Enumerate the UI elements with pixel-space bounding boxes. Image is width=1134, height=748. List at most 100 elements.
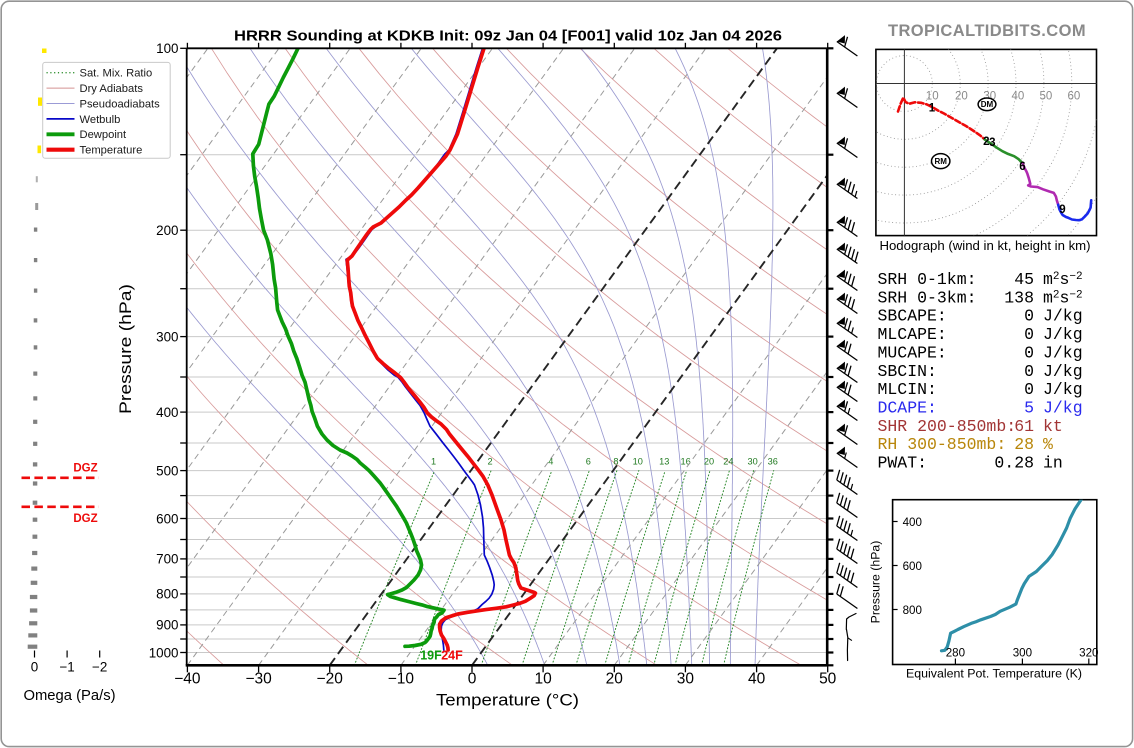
svg-text:MUCAPE:: MUCAPE:: [878, 343, 947, 362]
svg-text:−2: −2: [92, 660, 107, 675]
svg-text:Sat. Mix. Ratio: Sat. Mix. Ratio: [80, 68, 153, 80]
svg-text:800: 800: [903, 604, 922, 617]
svg-text:0: 0: [468, 671, 477, 688]
svg-text:RH 300-850mb:: RH 300-850mb:: [878, 435, 1007, 454]
svg-text:300: 300: [1013, 647, 1032, 660]
svg-text:100: 100: [156, 41, 178, 56]
svg-text:800: 800: [156, 587, 178, 602]
svg-text:RM: RM: [934, 157, 947, 166]
svg-text:28: 28: [1014, 435, 1034, 454]
svg-text:8: 8: [613, 457, 618, 467]
svg-text:13: 13: [659, 457, 669, 467]
svg-text:HRRR Sounding at KDKB Init: 09: HRRR Sounding at KDKB Init: 09z Jan 04 […: [234, 28, 782, 44]
svg-text:in: in: [1043, 454, 1063, 473]
svg-text:6: 6: [586, 457, 591, 467]
svg-text:0: 0: [1024, 380, 1034, 399]
svg-text:36: 36: [768, 457, 778, 467]
svg-text:20: 20: [704, 457, 714, 467]
svg-text:SHR 200-850mb:: SHR 200-850mb:: [878, 417, 1017, 436]
svg-text:400: 400: [156, 405, 178, 420]
svg-text:61: 61: [1014, 417, 1034, 436]
svg-text:Pressure (hPa): Pressure (hPa): [869, 541, 883, 624]
svg-text:280: 280: [946, 647, 965, 660]
svg-text:J/kg: J/kg: [1043, 307, 1083, 326]
svg-text:Pressure (hPa): Pressure (hPa): [116, 284, 135, 414]
svg-text:900: 900: [156, 618, 178, 633]
svg-text:700: 700: [156, 552, 178, 567]
svg-text:3: 3: [989, 137, 995, 149]
svg-text:Wetbulb: Wetbulb: [80, 114, 121, 126]
svg-text:MLCIN:: MLCIN:: [878, 380, 937, 399]
svg-text:4: 4: [548, 457, 553, 467]
svg-text:0: 0: [1024, 325, 1034, 344]
svg-text:J/kg: J/kg: [1043, 399, 1083, 418]
svg-text:16: 16: [680, 457, 690, 467]
svg-text:5: 5: [1024, 399, 1034, 418]
svg-text:Pseudoadiabats: Pseudoadiabats: [80, 98, 161, 110]
svg-text:20: 20: [606, 671, 624, 688]
svg-text:0.28: 0.28: [994, 454, 1034, 473]
svg-text:138: 138: [1004, 288, 1034, 307]
svg-text:J/kg: J/kg: [1043, 380, 1083, 399]
svg-text:500: 500: [156, 463, 178, 478]
svg-text:SBCAPE:: SBCAPE:: [878, 307, 947, 326]
svg-text:2: 2: [983, 136, 989, 148]
svg-text:24F: 24F: [441, 649, 463, 663]
svg-text:MLCAPE:: MLCAPE:: [878, 325, 947, 344]
svg-text:0: 0: [1024, 307, 1034, 326]
svg-text:0: 0: [1024, 362, 1034, 381]
svg-text:Hodograph (wind in kt, height: Hodograph (wind in kt, height in km): [879, 238, 1090, 253]
svg-text:10: 10: [633, 457, 643, 467]
svg-text:J/kg: J/kg: [1043, 343, 1083, 362]
svg-text:600: 600: [903, 560, 922, 573]
svg-text:0: 0: [1024, 343, 1034, 362]
svg-text:Temperature (°C): Temperature (°C): [436, 691, 579, 710]
svg-text:30: 30: [677, 671, 695, 688]
svg-text:−1: −1: [59, 660, 74, 675]
svg-text:−30: −30: [245, 671, 272, 688]
svg-text:DCAPE:: DCAPE:: [878, 399, 937, 418]
svg-text:SBCIN:: SBCIN:: [878, 362, 937, 381]
svg-text:40: 40: [1012, 90, 1025, 102]
svg-text:DM: DM: [981, 100, 994, 109]
svg-text:45: 45: [1014, 270, 1034, 289]
svg-text:SRH 0-3km:: SRH 0-3km:: [878, 288, 977, 307]
svg-text:J/kg: J/kg: [1043, 325, 1083, 344]
svg-text:24: 24: [723, 457, 733, 467]
svg-text:1: 1: [431, 457, 436, 467]
svg-text:kt: kt: [1043, 417, 1063, 436]
svg-text:6: 6: [1019, 161, 1025, 173]
svg-text:19F: 19F: [420, 649, 442, 663]
svg-text:20: 20: [955, 90, 968, 102]
svg-text:Omega (Pa/s): Omega (Pa/s): [23, 688, 115, 704]
svg-text:Equivalent Pot. Temperature (K: Equivalent Pot. Temperature (K): [906, 667, 1082, 681]
svg-text:320: 320: [1079, 647, 1098, 660]
svg-text:SRH 0-1km:: SRH 0-1km:: [878, 270, 977, 289]
svg-text:10: 10: [534, 671, 552, 688]
svg-text:PWAT:: PWAT:: [878, 454, 928, 473]
svg-text:2: 2: [488, 457, 493, 467]
svg-text:Dry Adiabats: Dry Adiabats: [80, 83, 144, 95]
svg-text:DGZ: DGZ: [73, 513, 97, 525]
svg-text:−40: −40: [174, 671, 201, 688]
svg-text:600: 600: [156, 511, 178, 526]
svg-text:J/kg: J/kg: [1043, 362, 1083, 381]
svg-text:50: 50: [819, 671, 837, 688]
svg-text:1000: 1000: [149, 645, 179, 660]
svg-text:10: 10: [926, 90, 939, 102]
svg-text:Dewpoint: Dewpoint: [80, 129, 128, 141]
svg-text:50: 50: [1040, 90, 1053, 102]
svg-text:400: 400: [903, 516, 922, 529]
svg-text:1: 1: [929, 103, 936, 115]
svg-text:%: %: [1043, 435, 1053, 454]
svg-text:Temperature: Temperature: [80, 145, 143, 157]
svg-text:200: 200: [156, 223, 178, 238]
svg-text:30: 30: [747, 457, 757, 467]
svg-text:0: 0: [31, 660, 38, 675]
svg-text:DGZ: DGZ: [73, 463, 97, 475]
svg-text:−10: −10: [388, 671, 415, 688]
svg-text:40: 40: [748, 671, 766, 688]
svg-text:60: 60: [1068, 90, 1081, 102]
svg-text:TROPICALTIDBITS.COM: TROPICALTIDBITS.COM: [888, 22, 1086, 40]
svg-text:300: 300: [156, 329, 178, 344]
